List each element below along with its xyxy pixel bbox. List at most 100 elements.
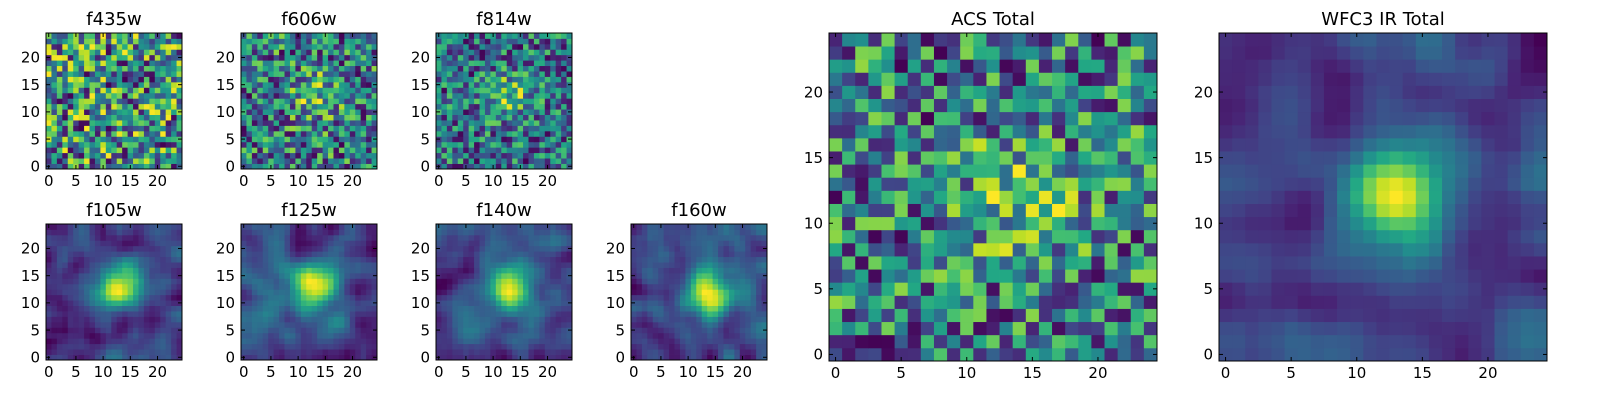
heatmap-cell <box>512 43 518 50</box>
heatmap-cell <box>457 65 464 72</box>
heatmap-cell <box>690 229 697 236</box>
heatmap-cell <box>154 321 161 328</box>
heatmap-cell <box>127 262 134 268</box>
heatmap-cell <box>138 251 145 258</box>
heatmap-cell <box>149 311 156 317</box>
heatmap-cell <box>241 343 247 350</box>
heatmap-cell <box>317 158 323 164</box>
x-tick-label: 0 <box>629 363 639 381</box>
heatmap-cell <box>322 289 329 296</box>
heatmap-cell <box>468 272 475 279</box>
heatmap-cell <box>652 332 659 339</box>
heatmap-cell <box>289 251 296 258</box>
heatmap-cell <box>241 125 247 132</box>
heatmap-cell <box>51 300 58 306</box>
heatmap-cell <box>322 103 329 110</box>
heatmap-cell <box>111 338 118 345</box>
heatmap-cell <box>652 316 659 323</box>
heatmap-cell <box>371 289 378 296</box>
heatmap-cell <box>550 354 557 361</box>
heatmap-cell <box>366 332 372 339</box>
heatmap-cell <box>490 141 497 148</box>
heatmap-cell <box>501 81 508 88</box>
heatmap-cell <box>84 152 90 159</box>
heatmap-cell <box>94 316 101 323</box>
heatmap-cell <box>62 147 69 154</box>
heatmap-cell <box>143 109 150 115</box>
heatmap-cell <box>311 65 318 72</box>
heatmap-cell <box>300 300 307 306</box>
heatmap-cell <box>690 300 697 306</box>
heatmap-cell <box>533 300 540 306</box>
heatmap-cell <box>544 158 551 164</box>
heatmap-cell <box>67 71 74 77</box>
heatmap-cell <box>127 114 134 121</box>
heatmap-cell <box>344 65 351 72</box>
heatmap-cell <box>566 343 573 350</box>
heatmap-cell <box>122 316 128 323</box>
heatmap-cell <box>479 130 486 137</box>
heatmap-cell <box>100 71 107 77</box>
heatmap-cell <box>246 316 253 323</box>
heatmap-cell <box>495 349 502 355</box>
heatmap-cell <box>322 71 329 77</box>
heatmap-cell <box>501 256 508 263</box>
heatmap-cell <box>920 308 935 323</box>
heatmap-cell <box>333 109 340 115</box>
y-tick-label: 10 <box>411 103 430 121</box>
heatmap-cell <box>539 103 546 110</box>
heatmap-cell <box>311 354 318 361</box>
heatmap-cell <box>523 349 529 355</box>
heatmap-cell <box>539 38 546 45</box>
heatmap-cell <box>366 262 372 268</box>
heatmap-cell <box>165 163 172 170</box>
heatmap-cell <box>1104 282 1119 296</box>
heatmap-cell <box>176 87 183 94</box>
heatmap-cell <box>51 332 58 339</box>
heatmap-cell <box>728 251 735 258</box>
heatmap-cell <box>149 354 156 361</box>
heatmap-cell <box>62 338 69 345</box>
heatmap-cell <box>641 311 648 317</box>
heatmap-cell <box>338 147 345 154</box>
heatmap-cell <box>933 164 948 178</box>
heatmap-cell <box>176 158 183 164</box>
heatmap-cell <box>1104 269 1119 283</box>
heatmap-cell <box>62 240 69 247</box>
heatmap-cell <box>262 262 269 268</box>
heatmap-cell <box>555 98 562 105</box>
heatmap-cell <box>111 141 118 148</box>
heatmap-cell <box>484 114 491 121</box>
heatmap-cell <box>652 245 659 252</box>
heatmap-cell <box>739 316 746 323</box>
heatmap-cell <box>78 54 85 61</box>
heatmap-cell <box>528 283 535 290</box>
heatmap-cell <box>490 65 497 72</box>
heatmap-cell <box>46 305 52 312</box>
heatmap-cell <box>257 33 264 39</box>
heatmap-cell <box>550 311 557 317</box>
heatmap-cell <box>349 76 356 83</box>
heatmap-cell <box>84 81 90 88</box>
heatmap-cell <box>512 267 518 274</box>
heatmap-cell <box>544 294 551 301</box>
heatmap-cell <box>262 120 269 126</box>
heatmap-cell <box>138 141 145 148</box>
heatmap-cell <box>143 327 150 334</box>
heatmap-cell <box>707 327 713 334</box>
heatmap-cell <box>933 334 948 349</box>
heatmap-cell <box>154 49 161 56</box>
heatmap-cell <box>685 332 692 339</box>
heatmap-cell <box>171 327 177 334</box>
heatmap-cell <box>539 262 546 268</box>
heatmap-cell <box>679 262 686 268</box>
heatmap-cell <box>78 316 85 323</box>
heatmap-cell <box>338 81 345 88</box>
heatmap-cell <box>506 343 513 350</box>
heatmap-cell <box>745 321 752 328</box>
heatmap-cell <box>501 114 508 121</box>
heatmap-cell <box>868 282 882 296</box>
heatmap-cell <box>84 321 90 328</box>
heatmap-cell <box>149 109 156 115</box>
heatmap-cell <box>355 240 362 247</box>
